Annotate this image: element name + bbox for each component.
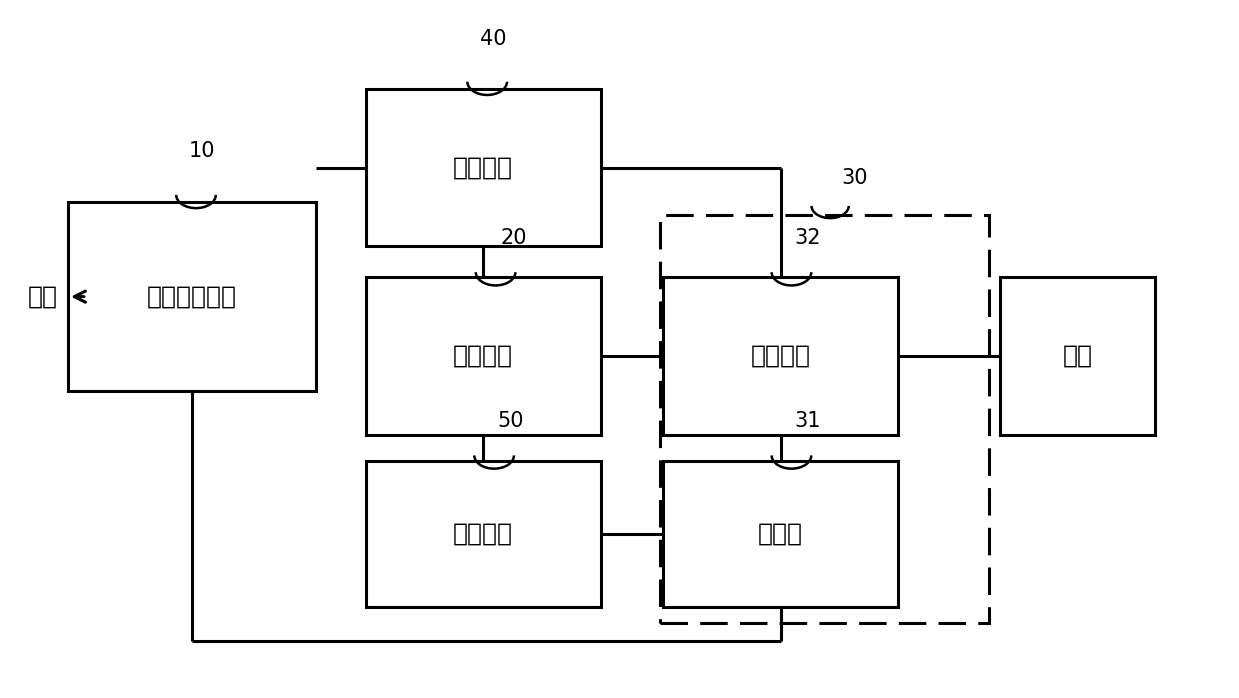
Text: 控制器: 控制器 — [758, 522, 803, 546]
Bar — [663, 461, 898, 607]
Text: 水轮发电装置: 水轮发电装置 — [147, 285, 237, 309]
Bar — [68, 202, 316, 391]
Bar — [366, 461, 601, 607]
Bar — [366, 277, 601, 434]
Text: 分压装置: 分压装置 — [453, 522, 513, 546]
Text: 32: 32 — [794, 228, 821, 248]
Text: 稳压装置: 稳压装置 — [453, 156, 513, 179]
Text: 50: 50 — [497, 411, 524, 431]
Text: 40: 40 — [479, 29, 507, 49]
Bar — [660, 215, 989, 623]
Text: 31: 31 — [794, 411, 821, 431]
Text: 10: 10 — [188, 140, 216, 161]
Text: 30: 30 — [841, 168, 869, 188]
Bar — [663, 277, 898, 434]
Bar — [1000, 277, 1155, 434]
Text: 储能器件: 储能器件 — [453, 344, 513, 368]
Text: 负载: 负载 — [1063, 344, 1093, 368]
Text: 水流: 水流 — [27, 285, 57, 309]
Bar — [366, 89, 601, 246]
Text: 开关装置: 开关装置 — [751, 344, 810, 368]
Text: 20: 20 — [501, 228, 528, 248]
